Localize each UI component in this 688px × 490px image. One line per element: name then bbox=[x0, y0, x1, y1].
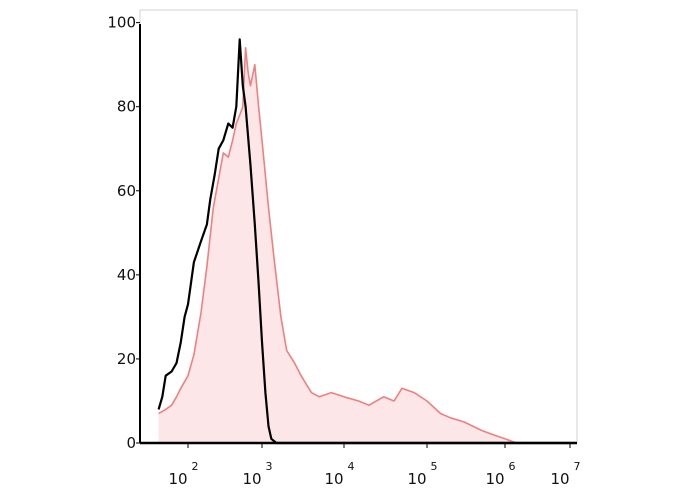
y-tick-label: 0 bbox=[126, 434, 136, 452]
x-tick-exponent: 4 bbox=[348, 460, 355, 473]
x-tick-label: 10 bbox=[550, 470, 569, 488]
x-tick-label: 10 bbox=[324, 470, 343, 488]
x-tick-exponent: 7 bbox=[574, 460, 581, 473]
x-tick-exponent: 3 bbox=[266, 460, 273, 473]
y-tick-label: 100 bbox=[107, 14, 136, 32]
series-0-line bbox=[158, 47, 570, 444]
x-tick-exponent: 5 bbox=[431, 460, 438, 473]
x-tick-label: 10 bbox=[485, 470, 504, 488]
x-tick-exponent: 6 bbox=[509, 460, 516, 473]
x-tick-exponent: 2 bbox=[192, 460, 199, 473]
x-tick-label: 10 bbox=[242, 470, 261, 488]
y-tick-label: 80 bbox=[117, 98, 136, 116]
series-layer bbox=[157, 38, 570, 445]
series-1-line bbox=[157, 38, 570, 445]
y-tick-label: 40 bbox=[117, 266, 136, 284]
axis-layer: 0 20 40 60 80 100 10 2 10 3 10 4 10 5 10 6 10 7 bbox=[107, 14, 580, 488]
x-tick-label: 10 bbox=[407, 470, 426, 488]
y-tick-label: 20 bbox=[117, 350, 136, 368]
y-tick-label: 60 bbox=[117, 182, 136, 200]
x-tick-label: 10 bbox=[168, 470, 187, 488]
